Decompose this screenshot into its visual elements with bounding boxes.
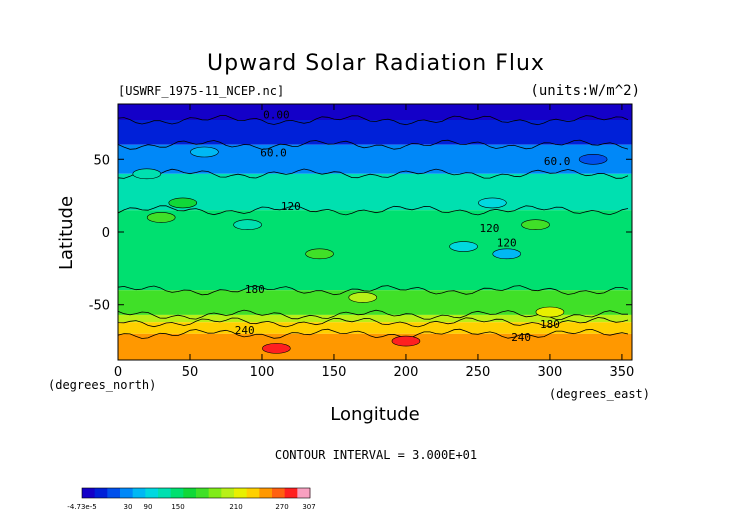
colorbar-segment — [284, 488, 298, 498]
contour-line — [118, 168, 629, 179]
colorbar-segment — [145, 488, 159, 498]
y-axis-ticks: 50 0 -50 — [89, 153, 632, 314]
contour-label: 120 — [480, 222, 500, 235]
plot-area — [118, 104, 632, 360]
contour-line — [118, 328, 629, 339]
colorbar-segment — [234, 488, 248, 498]
contour-label: 180 — [540, 318, 560, 331]
colorbar-segment — [120, 488, 134, 498]
contour-label: 240 — [235, 324, 255, 337]
contour-interval: CONTOUR INTERVAL = 3.000E+01 — [275, 448, 477, 462]
contour-patch — [449, 241, 478, 252]
x-tick-label: 0 — [114, 365, 122, 380]
contour-label: 120 — [281, 200, 301, 213]
contour-label: 60.0 — [260, 146, 287, 159]
colorbar-segment — [183, 488, 197, 498]
contour-patch — [190, 146, 219, 158]
contour-label: 0.00 — [263, 109, 290, 122]
colorbar-tick-label: -4.73e-5 — [67, 503, 96, 511]
contour-label: 60.0 — [544, 155, 571, 168]
colorbar-tick-label: 270 — [275, 503, 288, 511]
contour-patch — [578, 153, 608, 165]
y-tick-label: -50 — [89, 299, 110, 314]
contour-patch — [305, 248, 334, 260]
colorbar-segment — [94, 488, 108, 498]
zonal-band — [118, 333, 632, 360]
zonal-band — [118, 120, 632, 145]
x-tick-label: 200 — [394, 365, 419, 380]
contour-label: 120 — [497, 237, 517, 250]
x-axis-label: Longitude — [330, 404, 420, 425]
contour-patch — [233, 219, 262, 231]
zonal-band — [118, 104, 632, 120]
contour-line — [118, 285, 629, 296]
colorbar-tick-label: 90 — [144, 503, 153, 511]
colorbar-segment — [208, 488, 222, 498]
y-tick-label: 0 — [102, 226, 110, 241]
colorbar-segment — [107, 488, 121, 498]
contour-labels: 0.00 60.0 60.0 120 120 120 180 180 240 240 — [235, 109, 571, 345]
colorbar-segment — [158, 488, 172, 498]
x-tick-label: 50 — [182, 365, 199, 380]
x-tick-label: 100 — [250, 365, 275, 380]
contour-patch — [521, 219, 550, 231]
y-axis-unit: (degrees_north) — [48, 378, 156, 392]
contour-patch — [391, 335, 421, 347]
x-axis-unit: (degrees_east) — [549, 387, 650, 401]
x-tick-label: 350 — [610, 365, 635, 380]
x-tick-label: 150 — [322, 365, 347, 380]
y-axis-label: Latitude — [56, 196, 77, 270]
colorbar-segment — [272, 488, 286, 498]
zonal-band — [118, 210, 632, 291]
chart-title: Upward Solar Radiation Flux — [207, 51, 545, 76]
contour-label: 240 — [511, 331, 531, 344]
colorbar-tick-label: 150 — [171, 503, 184, 511]
zonal-band — [118, 322, 632, 334]
contour-patch — [168, 197, 198, 209]
units-label: (units:W/m^2) — [530, 83, 640, 99]
colorbar-tick-label: 30 — [124, 503, 133, 511]
colorbar-segment — [132, 488, 146, 498]
colorbar-segment — [221, 488, 235, 498]
colorbar — [81, 487, 311, 499]
contour-patch — [262, 343, 291, 354]
contour-label: 180 — [245, 283, 265, 296]
colorbar-segment — [196, 488, 210, 498]
contour-line — [118, 115, 629, 126]
colorbar-segment — [246, 488, 260, 498]
contour-line — [118, 139, 629, 150]
colorbar-segment — [259, 488, 273, 498]
zonal-band — [118, 314, 632, 323]
y-tick-label: 50 — [93, 153, 110, 168]
x-tick-label: 300 — [538, 365, 563, 380]
contour-line — [118, 317, 629, 328]
x-tick-label: 250 — [466, 365, 491, 380]
contour-patch — [535, 306, 565, 318]
contour-patch — [478, 197, 507, 209]
colorbar-segment — [170, 488, 184, 498]
contour-patch — [146, 212, 176, 223]
contour-patch — [492, 248, 522, 260]
colorbar-segment — [82, 488, 96, 498]
contour-patch — [132, 168, 162, 180]
contour-patch — [348, 292, 378, 303]
colorbar-frame — [81, 487, 311, 499]
x-axis-ticks: 0 50 100 150 200 250 300 350 — [114, 104, 634, 380]
colorbar-segment — [297, 488, 311, 498]
colorbar-tick-label: 307 — [302, 503, 315, 511]
colorbar-labels: -4.73e-5 30 90 150 210 270 307 — [67, 503, 315, 511]
contour-line — [118, 205, 629, 216]
zonal-band — [118, 173, 632, 211]
dataset-filename: [USWRF_1975-11_NCEP.nc] — [118, 84, 284, 98]
colorbar-tick-label: 210 — [229, 503, 242, 511]
